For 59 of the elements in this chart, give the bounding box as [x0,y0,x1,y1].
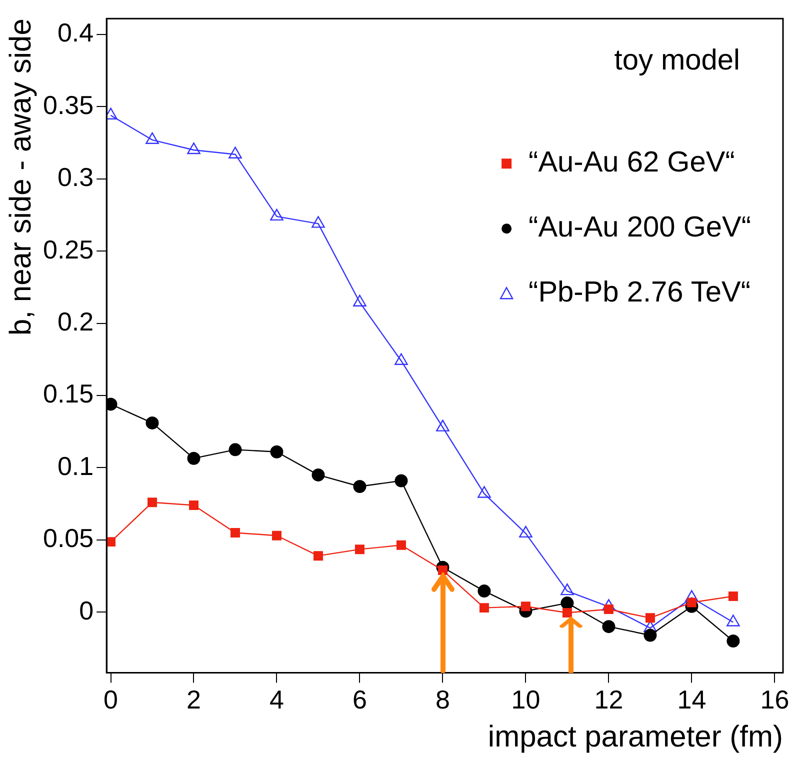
point [230,528,240,538]
y-tick-label: 0.4 [57,18,94,48]
point [148,498,157,508]
point [187,142,200,154]
point [645,613,655,623]
point [228,443,242,456]
point [728,592,738,602]
point [270,208,284,221]
x-tick-label: 4 [270,684,284,715]
legend-label: “Au-Au 200 GeV“ [528,212,752,244]
x-tick-label: 0 [104,684,118,715]
point [228,146,242,158]
point [106,537,116,547]
legend-label: “Pb-Pb 2.76 TeV“ [528,276,750,309]
y-tick-label: 0 [79,595,94,626]
x-tick-label: 12 [594,684,624,715]
point [353,294,366,306]
point [394,474,408,488]
point [479,603,489,613]
point [519,526,532,538]
point [520,602,530,612]
y-axis-title: b, near side - away side [4,18,38,336]
point [726,634,740,648]
point [396,540,406,550]
legend-label: “Au-Au 62 GeV“ [528,146,735,179]
point [354,544,364,554]
point [187,452,200,465]
y-tick-label: 0.2 [57,306,94,336]
point [189,500,198,510]
point [644,628,657,642]
point [436,420,450,432]
point [478,584,491,598]
point [394,353,408,365]
x-tick-label: 6 [352,684,367,715]
y-tick-label: 0.25 [42,234,94,264]
point [272,530,282,540]
point [270,445,284,458]
y-tick-label: 0.1 [57,450,94,481]
point [478,486,491,498]
x-tick-label: 16 [760,684,790,715]
point [560,596,574,610]
point [312,468,325,482]
x-tick-label: 8 [435,684,450,715]
x-axis-title: impact parameter (fm) [488,720,783,754]
point [146,132,159,144]
point [562,608,572,618]
point [312,216,325,228]
y-tick-label: 0.05 [42,523,94,554]
x-tick-label: 14 [677,684,706,715]
x-tick-label: 10 [511,684,540,715]
y-tick-label: 0.15 [42,378,94,409]
point [146,416,159,430]
point [602,620,616,634]
point [313,551,323,561]
annotation: toy model [614,44,740,77]
x-tick-label: 2 [186,684,201,715]
y-tick-label: 0.3 [57,162,94,192]
point [353,480,366,494]
y-tick-label: 0.35 [42,90,94,120]
